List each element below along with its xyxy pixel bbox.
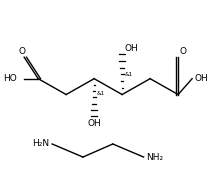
Text: OH: OH: [125, 45, 139, 54]
Text: &1: &1: [97, 91, 105, 96]
Text: O: O: [19, 47, 26, 56]
Text: H₂N: H₂N: [32, 140, 49, 149]
Text: NH₂: NH₂: [146, 153, 163, 162]
Text: OH: OH: [195, 74, 209, 83]
Text: O: O: [180, 47, 187, 56]
Text: &1: &1: [125, 72, 133, 77]
Text: OH: OH: [87, 119, 101, 128]
Text: HO: HO: [3, 74, 17, 83]
